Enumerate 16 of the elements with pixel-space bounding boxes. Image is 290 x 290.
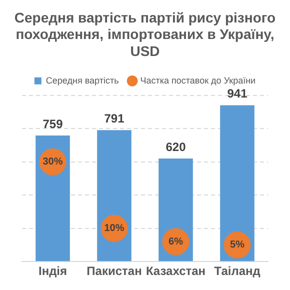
data-label: 10% xyxy=(104,223,124,234)
data-label: 5% xyxy=(230,240,245,251)
data-label: 791 xyxy=(104,111,125,126)
chart-title: Середня вартість партій рису різного походження, імпортованих в Україну, USD xyxy=(14,9,276,59)
legend-label: Частка поставок до України xyxy=(140,75,256,86)
data-label: 6% xyxy=(168,236,184,248)
x-tick-label: Таіланд xyxy=(214,264,261,278)
data-label: 30% xyxy=(42,156,63,168)
bar xyxy=(220,105,254,262)
x-tick-label: Казахстан xyxy=(146,264,206,278)
data-label: 759 xyxy=(42,116,64,131)
legend-label: Середня вартість xyxy=(46,75,120,86)
x-tick-label: Індія xyxy=(38,264,68,278)
data-label: 941 xyxy=(227,86,248,101)
data-label: 620 xyxy=(166,140,186,154)
x-tick-label: Пакистан xyxy=(86,264,142,278)
